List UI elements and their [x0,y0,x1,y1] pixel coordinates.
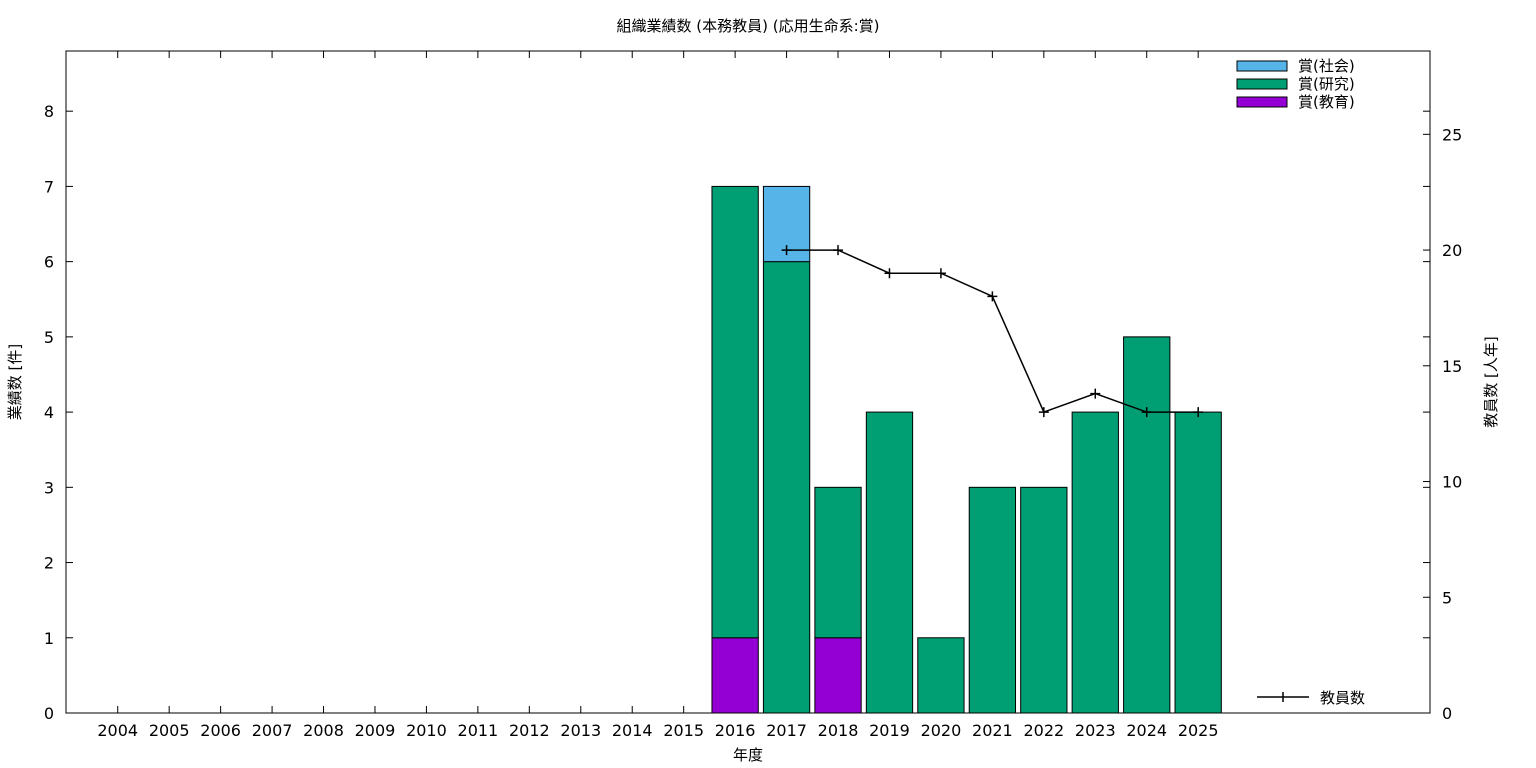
bars-layer [711,185,1222,714]
y2-tick-label: 25 [1442,125,1462,144]
bar-segment [1174,411,1222,714]
bar-segment [1123,336,1171,714]
x-tick-label: 2013 [560,721,601,740]
x-tick-label: 2007 [252,721,293,740]
bar-segment [762,261,811,714]
legend-label: 賞(社会) [1298,57,1355,75]
y-tick-label: 7 [44,177,54,196]
x-tick-label: 2011 [458,721,499,740]
x-tick-label: 2020 [921,721,962,740]
y-axis-label: 業績数 [件] [6,344,24,420]
x-tick-label: 2006 [200,721,241,740]
bar-segment [917,637,965,714]
y-tick-label: 6 [44,253,54,272]
line-point [935,268,946,279]
line-point [1141,407,1152,418]
chart-title: 組織業績数 (本務教員) (応用生命系:賞) [617,17,880,35]
x-tick-label: 2014 [612,721,653,740]
y-tick-label: 1 [44,629,54,648]
x-tick-label: 2016 [715,721,756,740]
legend-line-label: 教員数 [1320,689,1365,707]
y2-tick-label: 0 [1442,704,1452,723]
x-axis-label: 年度 [733,746,763,764]
x-tick-label: 2021 [972,721,1013,740]
x-tick-label: 2022 [1023,721,1064,740]
bar-segment [814,637,862,714]
legend-label: 賞(教育) [1298,93,1355,111]
bar-segment [1020,486,1068,714]
legend-swatch [1236,96,1288,108]
line-point [1038,407,1049,418]
x-tick-label: 2008 [303,721,344,740]
x-tick-label: 2023 [1075,721,1116,740]
y-tick-label: 2 [44,554,54,573]
x-tick-label: 2025 [1178,721,1219,740]
x-tick-label: 2018 [818,721,859,740]
y-tick-label: 0 [44,704,54,723]
bar-segment [1071,411,1119,714]
line-layer [781,245,1204,418]
y2-tick-label: 15 [1442,357,1462,376]
x-tick-label: 2010 [406,721,447,740]
legend-label: 賞(研究) [1298,75,1355,93]
y2-tick-label: 20 [1442,241,1462,260]
x-tick-label: 2012 [509,721,550,740]
x-tick-label: 2015 [663,721,704,740]
x-tick-label: 2004 [97,721,138,740]
x-tick-label: 2024 [1126,721,1167,740]
x-tick-label: 2017 [766,721,807,740]
line-point [1193,407,1204,418]
x-tick-label: 2019 [869,721,910,740]
legend-layer: 賞(社会)賞(研究)賞(教育) 教員数 [1236,57,1365,707]
bar-segment [814,486,862,639]
y-tick-label: 3 [44,478,54,497]
bar-segment [711,637,759,714]
bar-segment [711,185,759,639]
x-tick-label: 2005 [149,721,190,740]
bar-segment [968,486,1017,714]
line-point [884,268,895,279]
line-point [833,245,844,256]
legend-swatch [1236,60,1288,72]
line-point [987,291,998,302]
y-tick-label: 5 [44,328,54,347]
y2-tick-label: 5 [1442,588,1452,607]
bar-segment [865,411,914,714]
line-point [781,245,792,256]
y2-tick-label: 10 [1442,473,1462,492]
y2-axis-label: 教員数 [人年] [1482,336,1500,427]
legend-swatch [1236,78,1288,90]
line-point [1090,388,1101,399]
x-tick-label: 2009 [355,721,396,740]
y-tick-label: 4 [44,403,54,422]
y-tick-label: 8 [44,102,54,121]
